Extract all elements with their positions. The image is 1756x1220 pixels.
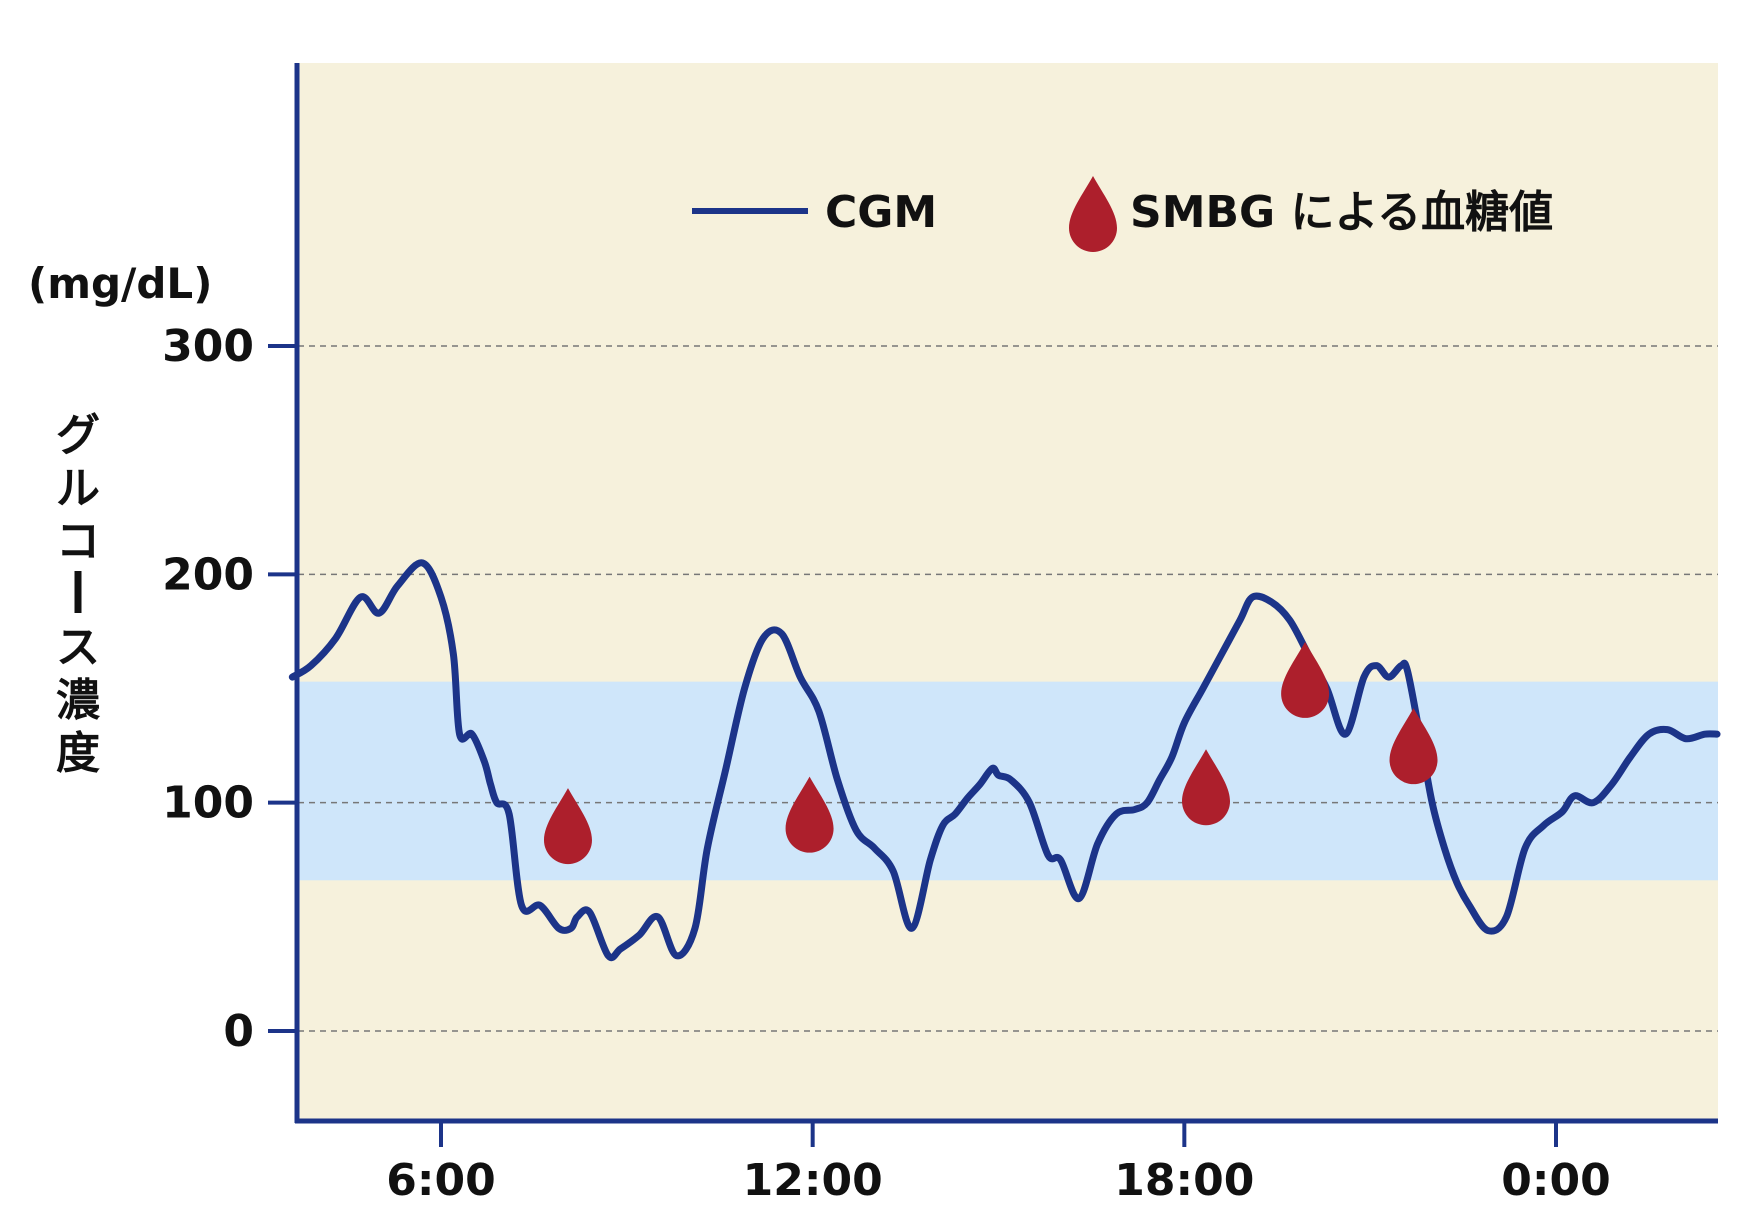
grid-lines <box>268 344 1718 1033</box>
y-tick-label: 100 <box>162 778 254 829</box>
plot-background <box>298 63 1718 1123</box>
smbg-marker <box>1281 641 1330 718</box>
y-tick-label: 0 <box>223 1006 254 1057</box>
y-tick-labels: 0 100 200 300 <box>162 321 254 1057</box>
legend: CGM SMBG による血糖値 <box>692 176 1553 252</box>
smbg-marker <box>785 776 834 853</box>
y-unit-label: (mg/dL) <box>28 259 212 308</box>
y-axis-label-char: 濃 <box>56 675 101 726</box>
y-axis-label-char: ス <box>56 622 100 673</box>
legend-smbg-drop-icon <box>1069 176 1117 252</box>
x-ticks: 6:00 12:00 18:00 0:00 <box>386 1121 1611 1206</box>
smbg-marker <box>1182 749 1231 826</box>
y-tick-label: 300 <box>162 321 254 372</box>
x-tick-label: 6:00 <box>386 1155 495 1206</box>
y-axis-label-char: グ <box>56 410 100 461</box>
smbg-marker <box>1389 708 1438 785</box>
y-tick-label: 200 <box>162 549 254 600</box>
cgm-line <box>288 559 1721 962</box>
smbg-marker <box>543 788 592 865</box>
x-tick-label: 0:00 <box>1501 1155 1610 1206</box>
y-axis-label-char: 度 <box>56 728 100 779</box>
smbg-markers <box>543 641 1438 865</box>
x-tick-label: 18:00 <box>1114 1155 1254 1206</box>
y-axis-label-char: ル <box>56 463 100 514</box>
y-axis-label-char: コ <box>56 516 100 567</box>
legend-cgm-label: CGM <box>825 187 937 238</box>
x-tick-label: 12:00 <box>743 1155 883 1206</box>
legend-smbg-label: SMBG による血糖値 <box>1130 187 1553 238</box>
